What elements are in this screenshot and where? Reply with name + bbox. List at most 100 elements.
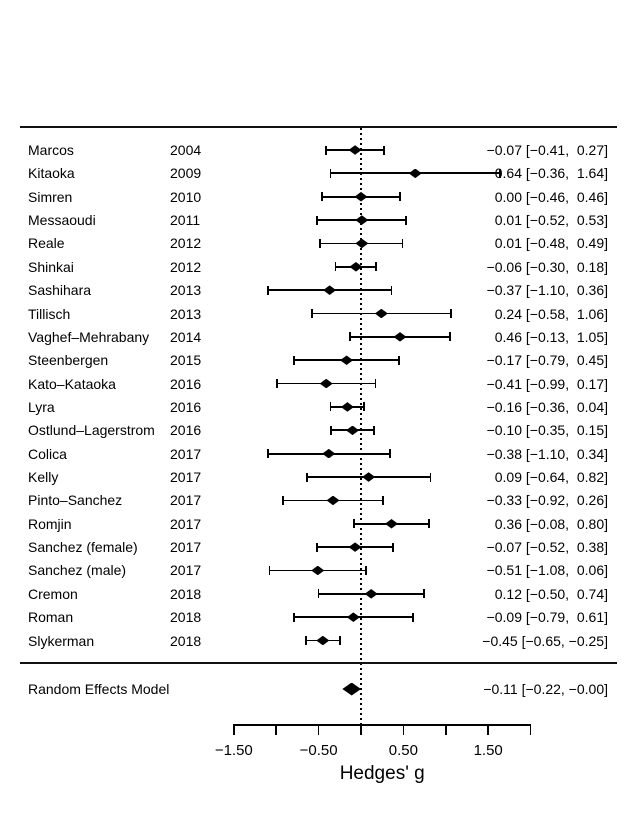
study-annotation: −0.17 [−0.79, 0.45] (486, 352, 608, 369)
study-ci-cap-left (266, 285, 269, 295)
study-year: 2012 (170, 258, 202, 275)
study-author: Messaoudi (28, 212, 96, 229)
study-annotation: −0.06 [−0.30, 0.18] (486, 258, 608, 275)
x-axis-tick (232, 724, 235, 735)
summary-label: Random Effects Model (28, 681, 170, 697)
x-axis-line (233, 724, 531, 726)
study-annotation: −0.07 [−0.41, 0.27] (486, 142, 608, 158)
study-ci-cap-right (365, 565, 367, 575)
study-ci-cap-left (276, 379, 278, 389)
study-author: Lyra (28, 398, 55, 415)
study-diamond (408, 168, 422, 179)
study-year: 2009 (170, 165, 202, 182)
study-author: Kato–Kataoka (28, 375, 116, 392)
study-ci-cap-left (325, 145, 328, 155)
study-ci-cap-right (427, 519, 430, 529)
study-diamond (355, 238, 369, 249)
study-author: Kelly (28, 469, 59, 486)
study-ci-cap-right (449, 332, 451, 342)
study-ci-cap-left (330, 425, 333, 435)
study-year: 2012 (170, 235, 202, 252)
study-author: Pinto–Sanchez (28, 492, 123, 509)
study-ci-cap-left (334, 262, 337, 272)
study-ci-cap-right (422, 589, 425, 599)
study-year: 2013 (170, 282, 202, 299)
study-author: Romjin (28, 515, 72, 532)
study-ci-cap-right (392, 542, 395, 552)
study-ci-cap-left (317, 589, 320, 599)
study-ci-cap-right (499, 168, 501, 178)
study-author: Roman (28, 609, 74, 626)
study-author: Vaghef–Mehrabany (28, 328, 150, 345)
study-year: 2017 (170, 469, 202, 486)
study-author: Steenbergen (28, 352, 109, 369)
study-year: 2015 (170, 352, 202, 369)
study-diamond (362, 472, 376, 482)
study-year: 2010 (170, 188, 202, 205)
study-ci-cap-right (372, 425, 375, 435)
study-annotation: −0.38 [−1.10, 0.34] (486, 445, 608, 462)
study-author: Cremon (28, 585, 78, 602)
study-ci-cap-right (382, 145, 385, 155)
study-annotation: 0.00 [−0.46, 0.46] (494, 188, 608, 205)
study-ci-cap-left (353, 519, 356, 529)
x-axis-tick (402, 724, 405, 735)
study-diamond (374, 308, 388, 319)
study-author: Sanchez (female) (28, 539, 138, 556)
summary-diamond (342, 682, 361, 696)
study-annotation: 0.01 [−0.48, 0.49] (494, 235, 608, 252)
study-ci-cap-left (293, 612, 295, 622)
study-annotation: 0.12 [−0.50, 0.74] (494, 585, 608, 602)
study-diamond (346, 425, 360, 436)
study-year: 2017 (170, 515, 202, 532)
study-diamond (322, 448, 336, 459)
study-annotation: −0.37 [−1.10, 0.36] (486, 282, 608, 299)
study-diamond (323, 285, 337, 295)
study-diamond (340, 355, 354, 366)
study-diamond (355, 215, 369, 225)
study-ci-cap-right (338, 636, 341, 646)
study-ci-cap-right (398, 355, 401, 365)
study-author: Sashihara (28, 282, 92, 299)
study-diamond (346, 612, 360, 622)
study-year: 2017 (170, 562, 202, 579)
study-year: 2011 (170, 212, 201, 229)
study-annotation: 0.09 [−0.64, 0.82] (494, 469, 608, 486)
study-diamond (354, 191, 368, 202)
study-annotation: 0.01 [−0.52, 0.53] (494, 212, 608, 229)
study-ci-cap-left (293, 355, 295, 365)
study-annotation: −0.07 [−0.52, 0.38] (486, 539, 608, 556)
study-annotation: −0.51 [−1.08, 0.06] (486, 562, 608, 579)
study-ci-cap-right (405, 215, 407, 225)
x-axis-tick (275, 724, 278, 735)
study-author: Shinkai (28, 258, 74, 275)
study-ci-cap-right (382, 495, 384, 505)
study-ci-cap-left (321, 192, 323, 202)
study-ci-cap-right (363, 402, 366, 412)
study-diamond (393, 332, 407, 342)
study-year: 2018 (170, 609, 202, 626)
study-ci-cap-left (329, 402, 332, 412)
study-author: Colica (28, 445, 67, 462)
study-author: Marcos (28, 142, 74, 158)
study-ci-cap-left (304, 636, 307, 646)
study-author: Slykerman (28, 632, 95, 649)
study-ci-cap-left (349, 332, 351, 342)
study-annotation: 0.64 [−0.36, 1.64] (494, 165, 608, 182)
x-axis-tick (317, 724, 320, 735)
study-ci-cap-right (388, 449, 391, 459)
